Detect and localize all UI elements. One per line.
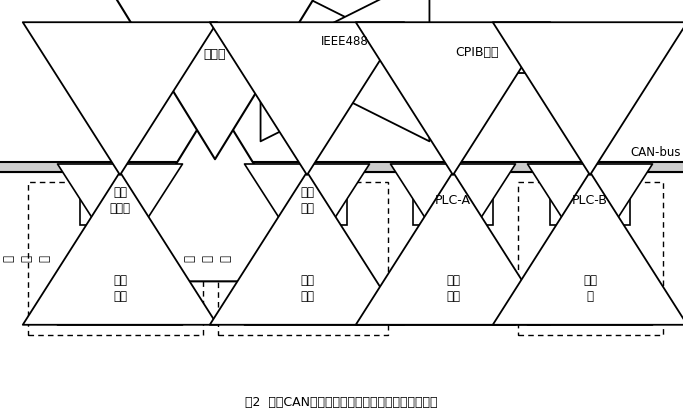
Text: CPIB设备: CPIB设备: [456, 47, 499, 60]
Text: PLC-B: PLC-B: [572, 194, 608, 207]
Text: IEEE488: IEEE488: [321, 35, 369, 48]
Text: 被测
电机: 被测 电机: [113, 273, 127, 302]
Bar: [28, 182, 203, 335]
Text: 受
试
对
象: 受 试 对 象: [0, 255, 51, 262]
Text: CAN-bus: CAN-bus: [630, 146, 680, 159]
Bar: [413, 175, 493, 225]
Text: 冷却
系统: 冷却 系统: [446, 273, 460, 302]
Text: 主变
频器: 主变 频器: [300, 186, 314, 215]
Bar: [430, 33, 525, 73]
Bar: [267, 264, 347, 312]
Bar: [80, 175, 160, 225]
Text: 测功
电机: 测功 电机: [300, 273, 314, 302]
Text: PLC-A: PLC-A: [435, 194, 471, 207]
Bar: [176, 34, 254, 72]
Text: 上位机: 上位机: [204, 48, 226, 61]
Bar: [218, 182, 388, 335]
Text: 图2  基于CAN总线技术的系统通信层解决方案原理图: 图2 基于CAN总线技术的系统通信层解决方案原理图: [245, 396, 438, 409]
Bar: [550, 175, 630, 225]
Bar: [518, 182, 663, 335]
Bar: [185, 89, 245, 98]
Bar: [80, 264, 160, 312]
Bar: [413, 264, 493, 312]
Text: 测
功
机: 测 功 机: [184, 255, 232, 262]
Bar: [550, 264, 630, 312]
Bar: [197, 80, 233, 90]
Bar: [267, 175, 347, 225]
Text: 测功
机: 测功 机: [583, 273, 597, 302]
Bar: [170, 30, 260, 80]
Text: 驱动
控制器: 驱动 控制器: [109, 186, 130, 215]
